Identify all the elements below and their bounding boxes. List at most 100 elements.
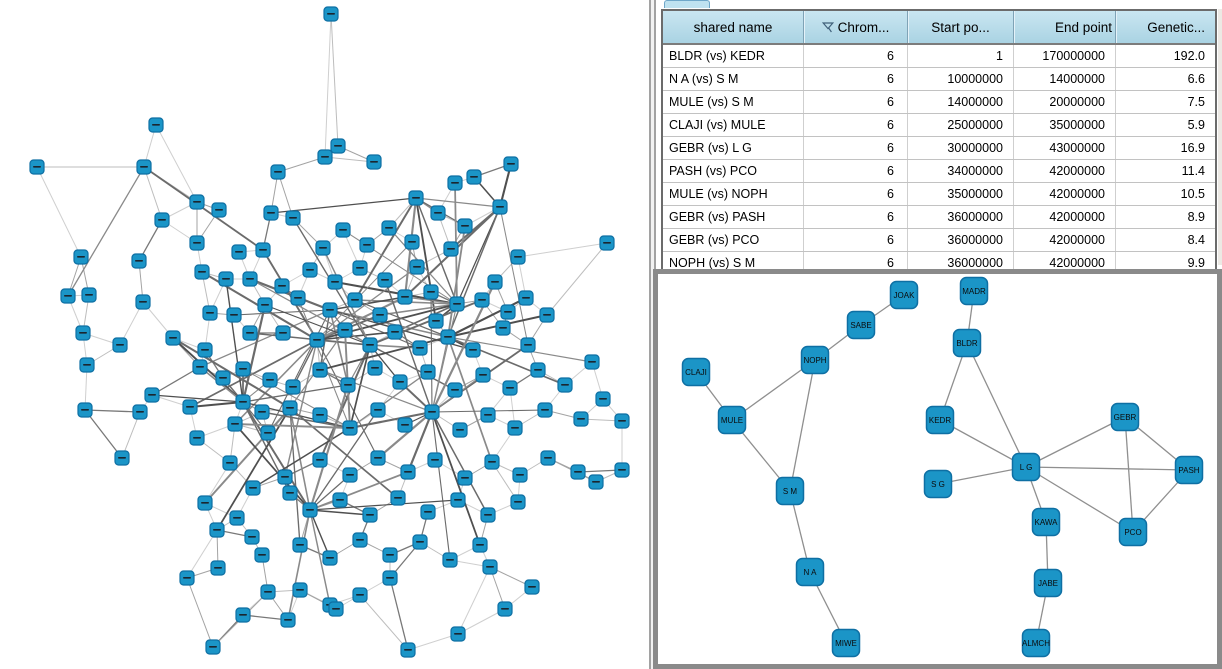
network-node[interactable] bbox=[245, 480, 261, 496]
network-node[interactable] bbox=[312, 407, 328, 423]
table-cell[interactable]: 6 bbox=[803, 160, 907, 182]
sub-network-canvas[interactable]: JOAK SABE NOPH CLAJI MULE S M N A MIWE MADR BLDR K… bbox=[658, 274, 1217, 664]
network-node[interactable] bbox=[465, 342, 481, 358]
network-node[interactable] bbox=[315, 240, 331, 256]
table-row[interactable]: GEBR (vs) PCO 6 36000000 42000000 8.4 bbox=[663, 229, 1215, 252]
network-node[interactable] bbox=[340, 377, 356, 393]
network-node[interactable] bbox=[179, 570, 195, 586]
network-node[interactable] bbox=[280, 612, 296, 628]
node-claji[interactable]: CLAJI bbox=[681, 357, 711, 387]
network-node[interactable] bbox=[362, 507, 378, 523]
network-node[interactable] bbox=[342, 420, 358, 436]
network-node[interactable] bbox=[614, 462, 630, 478]
network-node[interactable] bbox=[397, 417, 413, 433]
table-cell[interactable]: 36000000 bbox=[907, 252, 1013, 274]
network-node[interactable] bbox=[520, 337, 536, 353]
table-cell[interactable]: 1 bbox=[907, 45, 1013, 67]
network-node[interactable] bbox=[73, 249, 89, 265]
network-node[interactable] bbox=[231, 244, 247, 260]
network-node[interactable] bbox=[540, 450, 556, 466]
table-cell[interactable]: 6.6 bbox=[1115, 68, 1215, 90]
node-madr[interactable]: MADR bbox=[959, 276, 989, 306]
network-node[interactable] bbox=[244, 529, 260, 545]
network-node[interactable] bbox=[227, 416, 243, 432]
network-node[interactable] bbox=[573, 411, 589, 427]
table-row[interactable]: GEBR (vs) PASH 6 36000000 42000000 8.9 bbox=[663, 206, 1215, 229]
network-node[interactable] bbox=[474, 292, 490, 308]
table-cell[interactable]: BLDR (vs) KEDR bbox=[669, 49, 765, 63]
network-node[interactable] bbox=[189, 194, 205, 210]
network-node[interactable] bbox=[420, 364, 436, 380]
network-node[interactable] bbox=[274, 278, 290, 294]
network-node[interactable] bbox=[387, 324, 403, 340]
network-node[interactable] bbox=[370, 450, 386, 466]
network-node[interactable] bbox=[282, 400, 298, 416]
table-cell[interactable]: N A (vs) S M bbox=[669, 72, 739, 86]
network-node[interactable] bbox=[428, 313, 444, 329]
network-node[interactable] bbox=[512, 467, 528, 483]
table-cell[interactable]: 20000000 bbox=[1013, 91, 1115, 113]
table-cell[interactable]: GEBR (vs) PASH bbox=[669, 210, 766, 224]
network-node[interactable] bbox=[202, 305, 218, 321]
funnel-icon[interactable] bbox=[821, 21, 834, 33]
network-node[interactable] bbox=[29, 159, 45, 175]
node-pco[interactable]: PCO bbox=[1118, 517, 1148, 547]
network-node[interactable] bbox=[382, 570, 398, 586]
network-node[interactable] bbox=[420, 504, 436, 520]
network-node[interactable] bbox=[480, 407, 496, 423]
table-row[interactable]: N A (vs) S M 6 10000000 14000000 6.6 bbox=[663, 68, 1215, 91]
network-node[interactable] bbox=[614, 413, 630, 429]
network-node[interactable] bbox=[135, 294, 151, 310]
column-header-shared-name[interactable]: shared name bbox=[663, 11, 803, 43]
network-node[interactable] bbox=[254, 404, 270, 420]
network-node[interactable] bbox=[599, 235, 615, 251]
network-node[interactable] bbox=[210, 560, 226, 576]
network-node[interactable] bbox=[507, 420, 523, 436]
network-node[interactable] bbox=[502, 380, 518, 396]
table-cell[interactable]: 34000000 bbox=[907, 160, 1013, 182]
network-node[interactable] bbox=[352, 260, 368, 276]
table-cell[interactable]: 6 bbox=[803, 114, 907, 136]
column-header-start-po[interactable]: Start po... bbox=[907, 11, 1013, 43]
network-node[interactable] bbox=[282, 485, 298, 501]
table-row[interactable]: GEBR (vs) L G 6 30000000 43000000 16.9 bbox=[663, 137, 1215, 160]
network-node[interactable] bbox=[442, 552, 458, 568]
table-cell[interactable]: 7.5 bbox=[1115, 91, 1215, 113]
network-node[interactable] bbox=[352, 587, 368, 603]
network-node[interactable] bbox=[322, 302, 338, 318]
network-node[interactable] bbox=[131, 253, 147, 269]
network-node[interactable] bbox=[492, 199, 508, 215]
sub-network-view[interactable]: JOAK SABE NOPH CLAJI MULE S M N A MIWE MADR BLDR K… bbox=[653, 269, 1222, 669]
network-node[interactable] bbox=[215, 370, 231, 386]
network-node[interactable] bbox=[584, 354, 600, 370]
table-row[interactable]: PASH (vs) PCO 6 34000000 42000000 11.4 bbox=[663, 160, 1215, 183]
node-kawa[interactable]: KAWA bbox=[1031, 507, 1061, 537]
network-node[interactable] bbox=[382, 547, 398, 563]
network-node[interactable] bbox=[260, 425, 276, 441]
network-node[interactable] bbox=[482, 559, 498, 575]
network-node[interactable] bbox=[192, 359, 208, 375]
column-header-chrom[interactable]: Chrom... bbox=[803, 11, 907, 43]
network-node[interactable] bbox=[77, 402, 93, 418]
network-node[interactable] bbox=[447, 175, 463, 191]
network-node[interactable] bbox=[302, 502, 318, 518]
table-cell[interactable]: CLAJI (vs) MULE bbox=[669, 118, 766, 132]
table-cell[interactable]: 5.9 bbox=[1115, 114, 1215, 136]
node-bldr[interactable]: BLDR bbox=[952, 328, 982, 358]
network-node[interactable] bbox=[495, 320, 511, 336]
table-cell[interactable]: 42000000 bbox=[1013, 229, 1115, 251]
network-node[interactable] bbox=[450, 626, 466, 642]
table-cell[interactable]: MULE (vs) S M bbox=[669, 95, 754, 109]
table-cell[interactable]: 192.0 bbox=[1115, 45, 1215, 67]
network-node[interactable] bbox=[189, 430, 205, 446]
network-node[interactable] bbox=[450, 492, 466, 508]
network-node[interactable] bbox=[257, 297, 273, 313]
network-node[interactable] bbox=[79, 357, 95, 373]
network-node[interactable] bbox=[412, 340, 428, 356]
table-cell[interactable]: 10.5 bbox=[1115, 183, 1215, 205]
node-kedr[interactable]: KEDR bbox=[925, 405, 955, 435]
node-jabe[interactable]: JABE bbox=[1033, 568, 1063, 598]
network-node[interactable] bbox=[277, 469, 293, 485]
network-node[interactable] bbox=[197, 495, 213, 511]
network-node[interactable] bbox=[424, 404, 440, 420]
